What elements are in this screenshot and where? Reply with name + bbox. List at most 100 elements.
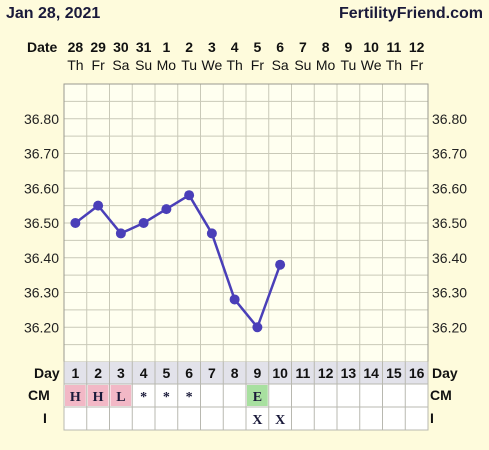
day-number-6: 6	[185, 365, 193, 381]
weekday-16: Fr	[410, 57, 424, 73]
cm-value-day-3[interactable]: L	[116, 390, 125, 405]
day-number-1: 1	[71, 365, 79, 381]
temp-point-day-2[interactable]	[93, 200, 104, 211]
cm-value-day-6[interactable]: *	[186, 390, 193, 405]
date-9: 5	[253, 39, 261, 55]
cm-highlight	[110, 385, 132, 406]
temp-point-day-10[interactable]	[275, 259, 286, 270]
date-columns: 28 Th 29 Fr 30 Sa 31 Su 1 Mo 2 Tu 3 We 4 Th 5 Fr 6 Sa 7 Su 8 Mo…	[67, 39, 424, 73]
temp-point-day-8[interactable]	[229, 294, 240, 305]
temp-point-day-9[interactable]	[252, 322, 263, 333]
i-row-label-right: I	[430, 410, 434, 426]
cm-row-label-right: CM	[430, 387, 452, 403]
temp-point-day-3[interactable]	[115, 228, 126, 239]
date-7: 3	[208, 39, 216, 55]
weekday-12: Mo	[316, 57, 336, 73]
day-number-14: 14	[363, 365, 379, 381]
temp-point-day-5[interactable]	[161, 204, 172, 215]
day-number-10: 10	[272, 365, 288, 381]
y-tick-label: 36.30	[24, 285, 59, 301]
cm-highlight	[87, 385, 109, 406]
day-number-7: 7	[208, 365, 216, 381]
y-tick-label-right: 36.40	[432, 250, 467, 266]
day-number-5: 5	[162, 365, 170, 381]
y-tick-label: 36.20	[24, 319, 59, 335]
y-tick-label: 36.50	[24, 215, 59, 231]
weekday-9: Fr	[251, 57, 265, 73]
y-tick-label: 36.70	[24, 146, 59, 162]
weekday-2: Fr	[92, 57, 106, 73]
day-number-9: 9	[253, 365, 261, 381]
weekday-13: Tu	[340, 57, 356, 73]
day-number-2: 2	[94, 365, 102, 381]
y-tick-label-right: 36.60	[432, 180, 467, 196]
weekday-4: Su	[135, 57, 152, 73]
weekday-1: Th	[67, 57, 83, 73]
date-15: 11	[386, 39, 401, 55]
cm-value-day-2[interactable]: H	[93, 390, 104, 405]
weekday-15: Th	[386, 57, 402, 73]
date-14: 10	[363, 39, 379, 55]
y-tick-label: 36.60	[24, 180, 59, 196]
cm-highlight	[247, 385, 268, 406]
y-axis-left: 36.80 36.70 36.60 36.50 36.40 36.30 36.20	[24, 111, 59, 336]
y-tick-label: 36.80	[24, 111, 59, 127]
date-16: 12	[409, 39, 425, 55]
y-tick-label-right: 36.20	[432, 319, 467, 335]
date-4: 31	[136, 39, 152, 55]
day-number-4: 4	[140, 365, 148, 381]
i-row-label: I	[43, 410, 47, 426]
chart-date: Jan 28, 2021	[6, 5, 100, 22]
date-6: 2	[185, 39, 193, 55]
weekday-3: Sa	[112, 57, 129, 73]
site-name[interactable]: FertilityFriend.com	[339, 5, 483, 22]
date-10: 6	[276, 39, 284, 55]
day-number-13: 13	[341, 365, 357, 381]
day-row-label: Day	[34, 365, 60, 381]
day-number-8: 8	[231, 365, 239, 381]
date-2: 29	[90, 39, 106, 55]
day-row-label-right: Day	[432, 365, 458, 381]
weekday-11: Su	[294, 57, 311, 73]
date-3: 30	[113, 39, 129, 55]
day-number-15: 15	[386, 365, 402, 381]
date-13: 9	[344, 39, 352, 55]
day-number-3: 3	[117, 365, 125, 381]
cm-value-day-1[interactable]: H	[70, 390, 81, 405]
y-tick-label-right: 36.50	[432, 215, 467, 231]
temperature-series	[70, 190, 286, 333]
cm-value-day-9[interactable]: E	[253, 390, 262, 405]
date-row-label: Date	[27, 39, 58, 55]
date-11: 7	[299, 39, 307, 55]
day-number-11: 11	[295, 365, 310, 381]
y-tick-label-right: 36.30	[432, 285, 467, 301]
date-1: 28	[68, 39, 84, 55]
day-number-12: 12	[318, 365, 334, 381]
intercourse-mark-day-10[interactable]: X	[275, 413, 285, 428]
weekday-8: Th	[226, 57, 242, 73]
date-8: 4	[231, 39, 239, 55]
cm-value-day-5[interactable]: *	[163, 390, 170, 405]
weekday-10: Sa	[272, 57, 289, 73]
temp-point-day-6[interactable]	[184, 190, 195, 201]
temp-point-day-4[interactable]	[138, 218, 149, 228]
temp-point-day-1[interactable]	[70, 218, 81, 228]
weekday-5: Mo	[157, 57, 177, 73]
y-tick-label: 36.40	[24, 250, 59, 266]
intercourse-mark-day-9[interactable]: X	[252, 413, 262, 428]
weekday-7: We	[202, 57, 223, 73]
cm-value-day-4[interactable]: *	[140, 390, 147, 405]
weekday-6: Tu	[181, 57, 197, 73]
temp-point-day-7[interactable]	[206, 228, 217, 239]
date-5: 1	[162, 39, 170, 55]
y-axis-right: 36.80 36.70 36.60 36.50 36.40 36.30 36.20	[432, 111, 467, 336]
y-tick-label-right: 36.70	[432, 146, 467, 162]
day-number-16: 16	[409, 365, 425, 381]
series-line	[74, 193, 282, 329]
y-tick-label-right: 36.80	[432, 111, 467, 127]
date-12: 8	[322, 39, 330, 55]
cm-row-label: CM	[28, 387, 50, 403]
weekday-14: We	[361, 57, 382, 73]
